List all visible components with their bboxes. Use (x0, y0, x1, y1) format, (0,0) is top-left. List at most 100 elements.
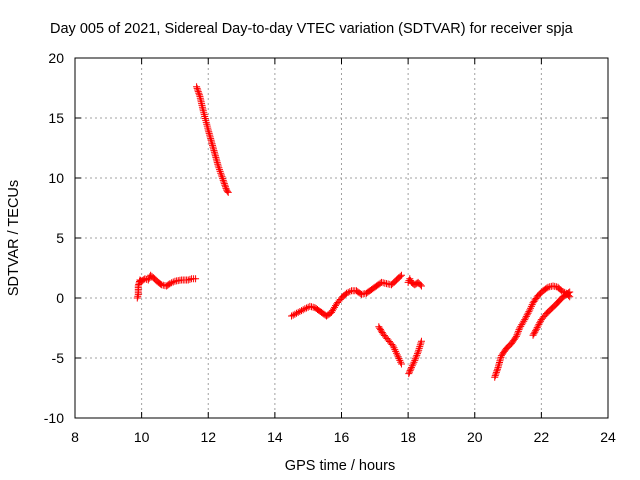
data-point (524, 309, 532, 317)
data-point (511, 334, 519, 342)
data-point (407, 365, 415, 373)
data-point (406, 367, 414, 375)
data-point (533, 324, 541, 332)
y-axis-label: SDTVAR / TECUs (6, 180, 22, 296)
data-point (405, 370, 413, 378)
data-point (376, 324, 384, 332)
data-point (405, 368, 413, 376)
data-point (344, 288, 352, 296)
data-point (415, 344, 423, 352)
data-point (406, 275, 414, 283)
data-point (514, 327, 522, 335)
data-point (520, 317, 528, 325)
data-point (216, 167, 224, 175)
data-point (293, 309, 301, 317)
data-point (394, 353, 402, 361)
data-point (223, 187, 231, 195)
data-point (530, 330, 538, 338)
data-point (409, 360, 417, 368)
data-point (291, 310, 299, 318)
y-tick-label: 0 (56, 290, 64, 306)
data-point (289, 311, 297, 319)
data-point (493, 367, 501, 375)
x-tick-label: 16 (334, 429, 350, 445)
data-point (389, 342, 397, 350)
data-point (288, 312, 296, 320)
x-tick-label: 10 (134, 429, 150, 445)
data-point (522, 314, 530, 322)
y-tick-label: 15 (48, 110, 64, 126)
data-point (557, 287, 565, 295)
data-point (417, 339, 425, 347)
data-point (397, 358, 405, 366)
data-point (492, 368, 500, 376)
chart-title: Day 005 of 2021, Sidereal Day-to-day VTE… (50, 21, 574, 37)
data-point (219, 175, 227, 183)
data-point (390, 344, 398, 352)
data-point (397, 271, 405, 279)
data-point (395, 355, 403, 363)
data-point (296, 308, 304, 315)
data-point (525, 308, 533, 316)
data-point (416, 341, 424, 349)
y-tick-label: 20 (48, 50, 64, 66)
data-point (219, 176, 227, 184)
x-tick-label: 24 (600, 429, 616, 445)
x-tick-label: 8 (71, 429, 79, 445)
data-point (218, 173, 226, 181)
data-point (536, 319, 544, 327)
data-point (494, 365, 502, 373)
data-point (523, 311, 531, 319)
data-point (144, 276, 152, 284)
data-point (396, 272, 404, 280)
data-point (195, 89, 203, 97)
data-points (133, 83, 574, 381)
data-point (527, 304, 535, 312)
data-point (215, 164, 223, 172)
x-tick-label: 22 (534, 429, 550, 445)
data-point (417, 282, 425, 290)
data-point (543, 284, 551, 292)
data-point (217, 171, 225, 179)
data-point (410, 358, 418, 366)
data-point (411, 355, 419, 363)
data-point (514, 329, 522, 337)
data-point (396, 356, 404, 364)
data-point (166, 280, 174, 288)
data-point (527, 302, 535, 310)
data-point (294, 308, 302, 316)
data-point (492, 370, 500, 378)
grid (75, 58, 608, 418)
y-tick-label: -5 (52, 350, 65, 366)
data-point (528, 301, 536, 309)
data-point (375, 323, 383, 331)
data-point (392, 347, 400, 355)
data-point (408, 362, 416, 370)
data-point (342, 289, 350, 297)
data-point (565, 289, 573, 297)
data-point (515, 326, 523, 334)
data-point (491, 373, 499, 381)
data-point (186, 275, 194, 283)
data-point (221, 181, 229, 189)
data-point (193, 84, 201, 92)
data-point (412, 353, 420, 361)
data-point (192, 275, 200, 283)
data-point (417, 337, 425, 345)
data-point (491, 372, 499, 380)
data-point (194, 88, 202, 96)
data-point (416, 281, 424, 289)
data-point (303, 304, 311, 312)
data-point (566, 288, 574, 296)
data-point (193, 83, 201, 91)
data-point (168, 279, 176, 287)
data-point (413, 350, 421, 358)
data-point (413, 351, 421, 359)
data-point (512, 332, 520, 340)
data-point (521, 316, 529, 324)
data-point (220, 178, 228, 186)
data-point (377, 327, 385, 335)
data-point (393, 351, 401, 359)
data-point (414, 348, 422, 356)
